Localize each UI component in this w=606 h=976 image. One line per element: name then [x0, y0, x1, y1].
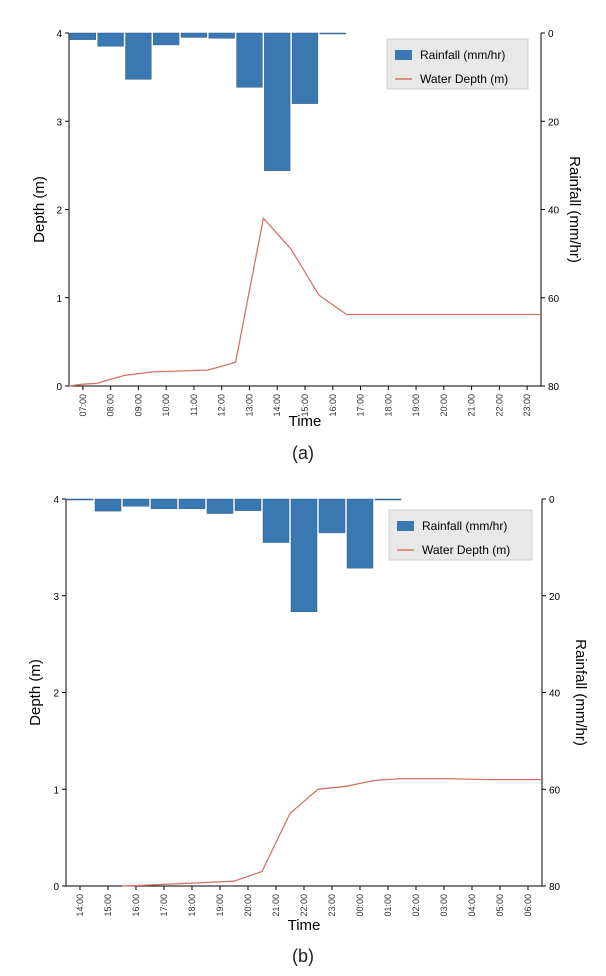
chart-b-x-tick-label: 04:00 [467, 894, 477, 917]
chart-a-rain-bar [236, 32, 263, 88]
chart-panel-b: 0 1 2 3 4 80 60 40 20 0 14:00 15:00 16:00 17:00 18:00 1… [0, 484, 606, 974]
chart-a-x-tick-label: 08:00 [106, 394, 116, 417]
chart-b-rain-bar [178, 498, 206, 509]
chart-a-x-tick-label: 22:00 [494, 394, 504, 417]
chart-b-rain-bar [150, 498, 178, 509]
chart-a-right-tick-label: 20 [548, 117, 560, 128]
chart-b-legend-depth-label: Water Depth (m) [422, 543, 510, 557]
chart-a-left-axis-title: Depth (m) [31, 176, 48, 243]
chart-a-right-axis-title: Rainfall (mm/hr) [566, 156, 583, 263]
chart-b-x-tick-label: 06:00 [523, 894, 533, 917]
chart-a-rain-bar [208, 32, 235, 39]
chart-a-x-tick-label: 09:00 [133, 394, 143, 417]
chart-a-x-tick-label: 21:00 [467, 394, 477, 417]
chart-b-right-axis-title: Rainfall (mm/hr) [572, 639, 589, 746]
chart-b-depth-line [121, 777, 542, 887]
chart-b-right-tick-label: 80 [549, 882, 561, 893]
chart-b-right-tick-label: 0 [549, 495, 555, 506]
chart-b-left-tick-label: 2 [53, 689, 59, 700]
chart-b-x-tick-label: 19:00 [215, 894, 225, 917]
chart-b-x-tick-label: 00:00 [355, 894, 365, 917]
chart-a-x-tick-label: 20:00 [439, 394, 449, 417]
panel-a-caption: (a) [292, 443, 314, 463]
chart-a-legend-box [386, 38, 529, 90]
chart-b-rain-bar [66, 498, 94, 501]
chart-a-legend-rain-swatch [395, 50, 412, 60]
chart-a-rain-bar [180, 32, 208, 38]
chart-a-depth-line [68, 216, 541, 387]
chart-b-legend-rain-swatch [397, 521, 414, 531]
chart-b-rain-bar [94, 498, 122, 512]
chart-b-x-axis-title: Time [288, 917, 321, 934]
chart-a-svg: 0 1 2 3 4 80 60 40 20 0 07:00 08:00 09:00 10:00 11:00 1… [31, 29, 583, 430]
chart-a-left-tick-label: 0 [56, 382, 62, 393]
chart-b-x-tick-label: 01:00 [383, 894, 393, 917]
chart-b-rain-bar [234, 498, 262, 511]
chart-a-x-axis-title: Time [289, 413, 322, 430]
chart-a-x-tick-label: 07:00 [78, 394, 88, 417]
chart-b-right-tick-label: 60 [549, 785, 561, 796]
chart-b-x-tick-label: 21:00 [271, 894, 281, 917]
chart-a-x-tick-label: 18:00 [383, 394, 393, 417]
chart-b-x-tick-label: 05:00 [495, 894, 505, 917]
chart-a-right-tick-label: 40 [548, 206, 560, 217]
chart-b-rain-bar [290, 498, 318, 612]
chart-b-left-tick-label: 1 [53, 785, 59, 796]
chart-a-left-tick-label: 4 [56, 29, 62, 40]
chart-a-x-tick-label: 11:00 [189, 394, 199, 416]
chart-b-left-tick-label: 3 [53, 592, 59, 603]
chart-a-rain-bar [153, 32, 180, 46]
chart-a-legend-depth-label: Water Depth (m) [420, 72, 508, 86]
chart-b-rain-bar [318, 498, 346, 534]
chart-b-rain-bar [346, 498, 374, 569]
chart-a-x-tick-label: 14:00 [272, 394, 282, 417]
chart-panel-a: 0 1 2 3 4 80 60 40 20 0 07:00 08:00 09:00 10:00 11:00 1… [0, 0, 606, 470]
chart-a-right-tick-label: 0 [548, 29, 554, 40]
chart-a-x-tick-label: 15:00 [300, 394, 310, 417]
chart-b-x-tick-label: 02:00 [411, 894, 421, 917]
chart-b-x-tick-label: 18:00 [187, 894, 197, 917]
chart-a-right-tick-label: 80 [548, 382, 560, 393]
chart-b-right-tick-label: 20 [549, 592, 561, 603]
chart-b-right-tick-label: 40 [549, 689, 561, 700]
chart-a-right-tick-label: 60 [548, 294, 560, 305]
panel-b-caption: (b) [292, 946, 314, 966]
chart-a-x-tick-label: 23:00 [522, 394, 532, 417]
chart-a-x-tick-label: 19:00 [411, 394, 421, 417]
chart-b-x-tick-label: 20:00 [243, 894, 253, 917]
chart-b-left-axis-title: Depth (m) [27, 659, 44, 726]
chart-b-x-tick-label: 16:00 [131, 894, 141, 917]
chart-a-x-tick-label: 10:00 [161, 394, 171, 417]
chart-b-left-tick-label: 0 [53, 882, 59, 893]
chart-b-x-tick-label: 03:00 [439, 894, 449, 917]
chart-b-rain-bar [122, 498, 150, 507]
chart-a-rain-bar [97, 32, 124, 47]
chart-b-legend-box [388, 509, 533, 561]
chart-b-legend-rain-label: Rainfall (mm/hr) [422, 519, 507, 533]
chart-b-x-tick-label: 15:00 [103, 894, 113, 917]
chart-a-x-tick-label: 12:00 [217, 394, 227, 417]
chart-a-rain-bar [291, 32, 319, 104]
chart-b-x-tick-label: 23:00 [327, 894, 337, 917]
chart-b-rain-bar [374, 498, 402, 501]
chart-b-left-tick-label: 4 [53, 495, 59, 506]
chart-a-rain-bar [319, 32, 346, 35]
chart-b-rain-bar [262, 498, 290, 543]
chart-a-x-tick-label: 17:00 [356, 394, 366, 417]
chart-a-left-tick-label: 1 [56, 294, 62, 305]
chart-b-rain-bar [206, 498, 234, 514]
chart-a-rain-bar [69, 32, 97, 40]
chart-b-svg: 0 1 2 3 4 80 60 40 20 0 14:00 15:00 16:00 17:00 18:00 1… [27, 495, 589, 934]
chart-a-rain-bar [264, 32, 291, 171]
chart-a-rain-bar [125, 32, 152, 80]
chart-a-x-tick-label: 13:00 [244, 394, 254, 417]
chart-a-x-tick-label: 16:00 [328, 394, 338, 417]
chart-a-left-tick-label: 3 [56, 117, 62, 128]
chart-b-x-tick-label: 22:00 [299, 894, 309, 917]
chart-b-x-tick-label: 14:00 [75, 894, 85, 917]
chart-a-legend-rain-label: Rainfall (mm/hr) [420, 48, 505, 62]
chart-b-x-tick-label: 17:00 [159, 894, 169, 917]
chart-a-left-tick-label: 2 [56, 206, 62, 217]
